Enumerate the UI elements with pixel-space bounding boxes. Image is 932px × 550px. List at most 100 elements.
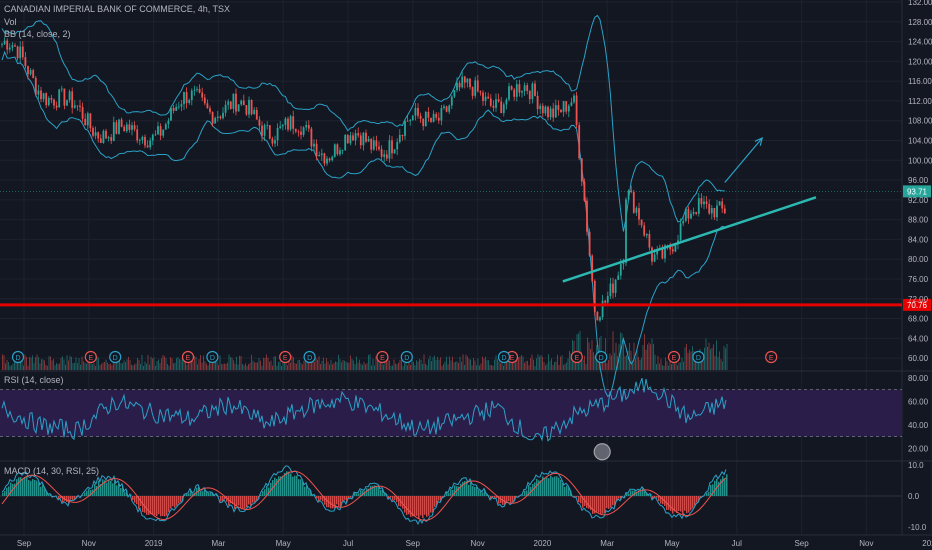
candle-body xyxy=(263,125,266,136)
volume-bar xyxy=(588,342,590,370)
volume-bar xyxy=(248,364,249,370)
candle-body xyxy=(502,104,505,114)
volume-bar xyxy=(342,360,344,370)
volume-bar xyxy=(423,354,425,370)
volume-bar xyxy=(11,365,12,370)
macd-histogram-bar xyxy=(662,496,664,505)
volume-bar xyxy=(249,362,251,370)
volume-bar xyxy=(18,358,20,370)
candle-body xyxy=(601,300,604,318)
candle-body xyxy=(125,124,128,132)
volume-bar xyxy=(5,363,6,370)
event-marker[interactable] xyxy=(303,350,316,364)
macd-pane xyxy=(0,465,902,526)
candle-body xyxy=(128,124,131,130)
volume-bar xyxy=(690,351,692,370)
volume-bar xyxy=(555,361,557,370)
volume-bar xyxy=(416,360,417,370)
macd-histogram-bar xyxy=(48,494,50,496)
volume-bar xyxy=(489,364,491,370)
candle-body xyxy=(255,109,258,120)
macd-histogram-bar xyxy=(404,496,406,513)
event-marker[interactable] xyxy=(206,350,219,364)
volume-bar xyxy=(372,358,374,370)
macd-histogram-bar xyxy=(84,492,86,496)
volume-bar xyxy=(33,362,35,370)
volume-bar xyxy=(123,360,125,370)
macd-histogram-bar xyxy=(32,479,34,496)
candle-body xyxy=(1,44,3,46)
macd-histogram-bar xyxy=(684,496,686,511)
volume-bar xyxy=(636,348,638,370)
event-marker[interactable] xyxy=(667,350,681,364)
event-markers[interactable]: D E D E D E D E D ED E D E D E xyxy=(11,350,778,364)
volume-bar xyxy=(455,361,456,370)
candle-body xyxy=(341,150,344,152)
candle-body xyxy=(466,78,469,83)
volume-bar xyxy=(321,360,323,370)
event-marker[interactable] xyxy=(570,350,583,364)
volume-bar xyxy=(554,362,555,370)
candle-body xyxy=(526,85,529,91)
volume-bar xyxy=(432,357,434,370)
macd-histogram-bar xyxy=(410,496,412,517)
event-marker[interactable] xyxy=(595,350,608,364)
volume-bar xyxy=(284,359,285,370)
event-marker[interactable] xyxy=(11,350,25,364)
candle-body xyxy=(443,106,445,109)
macd-histogram-bar xyxy=(700,496,702,498)
volume-bar xyxy=(645,349,647,370)
volume-bar xyxy=(326,358,327,370)
candle-body xyxy=(435,113,438,118)
candle-body xyxy=(68,91,71,101)
candle-body xyxy=(235,93,237,112)
event-marker[interactable] xyxy=(84,350,97,364)
macd-histogram-bar xyxy=(232,496,234,505)
volume-bar xyxy=(612,331,614,370)
macd-histogram-bar xyxy=(688,496,690,513)
event-marker[interactable] xyxy=(109,350,122,364)
volume-bar xyxy=(522,356,524,370)
volume-bar xyxy=(609,353,611,370)
price-tick-label: 92.00 xyxy=(908,196,929,205)
event-marker-label: D xyxy=(210,355,215,362)
macd-histogram-bar xyxy=(250,496,252,506)
volume-bar xyxy=(651,338,653,370)
volume-bar xyxy=(329,364,330,370)
candle-body xyxy=(596,311,599,321)
event-marker-label: E xyxy=(380,355,385,362)
macd-histogram-bar xyxy=(692,496,694,509)
event-marker[interactable] xyxy=(765,350,778,364)
volume-bar xyxy=(84,362,86,370)
macd-histogram-bar xyxy=(242,496,244,509)
event-marker[interactable] xyxy=(400,350,413,364)
macd-histogram-bar xyxy=(392,496,394,501)
macd-histogram-bar xyxy=(204,489,206,496)
event-marker[interactable] xyxy=(279,350,292,364)
candle-body xyxy=(380,149,383,157)
candle-body xyxy=(97,132,100,139)
volume-bar xyxy=(384,357,386,370)
event-marker[interactable] xyxy=(497,350,511,364)
volume-bar xyxy=(347,362,348,370)
event-marker[interactable] xyxy=(181,350,195,364)
event-marker[interactable] xyxy=(692,350,705,364)
volume-bar xyxy=(197,364,198,370)
volume-bar xyxy=(185,358,186,370)
volume-bar xyxy=(315,357,317,370)
event-marker-label: E xyxy=(283,355,288,362)
volume-bar xyxy=(53,358,54,370)
volume-bar xyxy=(503,365,504,370)
event-marker[interactable] xyxy=(376,350,389,364)
macd-histogram-bar xyxy=(718,481,720,496)
candle-body xyxy=(133,125,136,130)
candle-body xyxy=(279,126,282,128)
macd-tick-label: 0.0 xyxy=(908,492,920,501)
candle-body xyxy=(547,106,549,118)
candle-body xyxy=(404,120,406,136)
volume-bar xyxy=(383,364,384,370)
annotations[interactable]: 93.71 70.76 xyxy=(0,136,931,311)
time-tick-label: 2019 xyxy=(145,539,163,548)
candle-body xyxy=(248,99,250,115)
